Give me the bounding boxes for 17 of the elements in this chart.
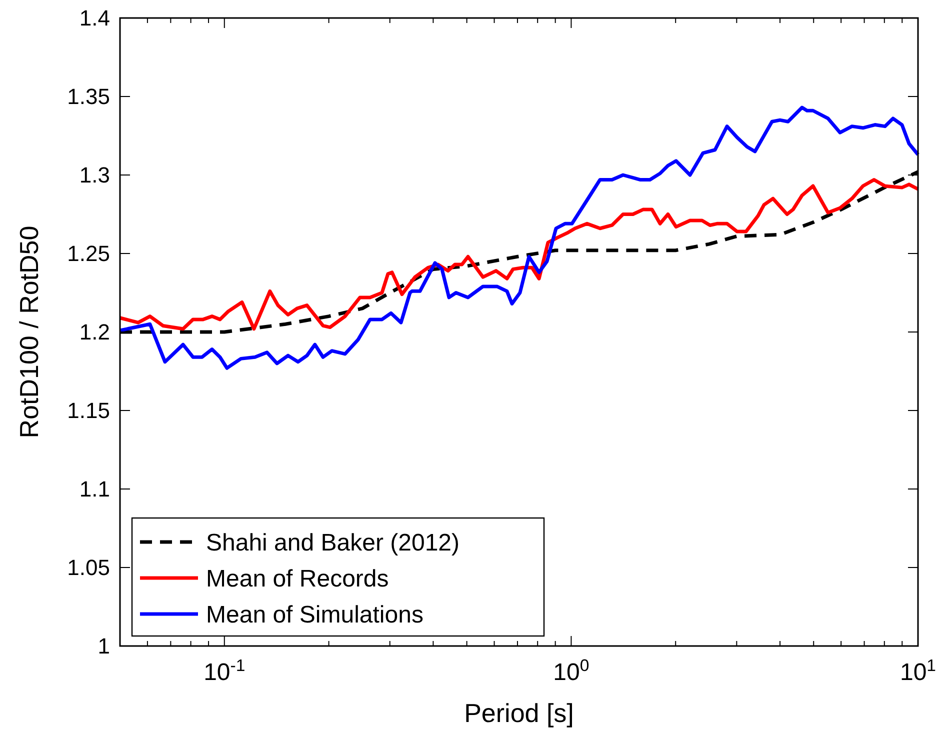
y-tick-label: 1	[98, 634, 110, 659]
legend-label: Mean of Simulations	[206, 601, 424, 628]
y-tick-label: 1.25	[67, 241, 110, 266]
x-axis-title: Period [s]	[464, 698, 574, 728]
y-axis-title: RotD100 / RotD50	[14, 226, 44, 438]
legend-label: Shahi and Baker (2012)	[206, 529, 460, 556]
y-tick-label: 1.15	[67, 398, 110, 424]
x-tick-label: 10$^{1}$	[900, 656, 936, 686]
y-tick-label: 1.05	[67, 555, 110, 580]
y-tick-label: 1.2	[79, 320, 110, 345]
x-tick-label: 10$^{0}$	[553, 656, 590, 686]
x-tick-label: 10$^{-1}$	[204, 656, 246, 686]
legend-label: Mean of Records	[206, 565, 389, 592]
y-tick-label: 1.3	[79, 162, 110, 188]
y-tick-label: 1.4	[79, 6, 110, 31]
y-tick-label: 1.1	[79, 476, 110, 502]
y-tick-label: 1.35	[67, 84, 110, 110]
